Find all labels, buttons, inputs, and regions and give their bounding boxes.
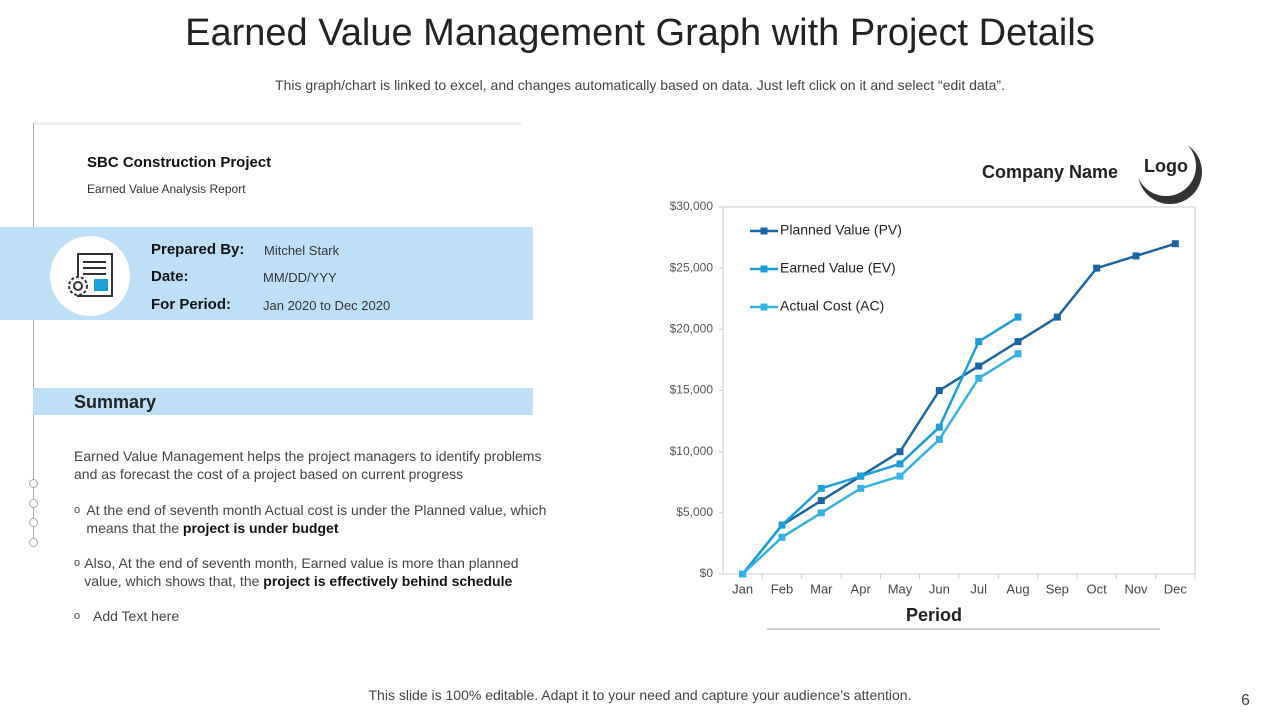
point (739, 570, 747, 578)
detail-value: Mitchel Stark (264, 243, 340, 258)
icon-circle (50, 236, 130, 316)
x-tick-label: Dec (1164, 581, 1188, 596)
point (975, 338, 983, 346)
series-line (741, 352, 1019, 575)
summary-band (33, 388, 533, 415)
y-tick-label: $0 (700, 566, 714, 580)
dot (29, 518, 38, 527)
bullet-text: Also, At the end of seventh month, Earne… (84, 554, 554, 590)
x-tick-label: Mar (810, 581, 833, 596)
bullet-mark: o (74, 504, 81, 516)
dot (29, 479, 38, 488)
point (1171, 240, 1179, 248)
point (857, 472, 865, 480)
page-number: 6 (1241, 692, 1250, 709)
point (896, 448, 904, 456)
report-icon (68, 253, 113, 297)
legend-marker (760, 265, 768, 273)
detail-label: For Period: (151, 296, 232, 313)
series-line (741, 242, 1176, 575)
report-name: Earned Value Analysis Report (87, 182, 246, 196)
bullet-mark: o (74, 610, 81, 622)
bold-text: project is under budget (182, 520, 339, 536)
x-tick-label: Apr (851, 581, 872, 596)
point (1014, 350, 1022, 358)
top-rule (33, 122, 521, 125)
point (778, 533, 786, 541)
summary-heading: Summary (74, 392, 157, 412)
point (817, 497, 825, 505)
point (935, 387, 943, 394)
company-name: Company Name (982, 162, 1119, 182)
point (935, 423, 943, 431)
bold-text: project is effectively behind schedule (263, 573, 513, 589)
detail-label: Prepared By: (151, 241, 245, 258)
text: At the end of seventh month Actual cost … (86, 502, 547, 536)
point (1132, 252, 1140, 260)
point (1014, 313, 1022, 321)
x-tick-label: Jun (929, 581, 950, 596)
bullet: o Also, At the end of seventh month, Ear… (74, 554, 554, 590)
bullet: o Add Text here (74, 607, 554, 625)
point (896, 472, 904, 480)
dot (29, 538, 38, 547)
point (817, 509, 825, 517)
point (896, 460, 904, 468)
point (1053, 313, 1061, 321)
legend-label: Planned Value (PV) (780, 222, 902, 238)
dot (29, 499, 38, 508)
x-tick-label: Jan (732, 581, 753, 596)
x-tick-label: Oct (1087, 581, 1108, 596)
point (975, 374, 983, 382)
legend-marker (760, 227, 768, 235)
y-tick-label: $30,000 (670, 199, 714, 213)
title: Earned Value Management Graph with Proje… (185, 12, 1095, 54)
bullet: o At the end of seventh month Actual cos… (74, 501, 554, 537)
legend-label: Earned Value (EV) (780, 260, 896, 276)
x-axis-label: Period (906, 605, 962, 625)
bullet-text: At the end of seventh month Actual cost … (86, 501, 554, 537)
subtitle: This graph/chart is linked to excel, and… (275, 77, 1005, 93)
point (857, 484, 865, 492)
bullet-mark: o (74, 557, 81, 569)
y-tick-label: $20,000 (670, 322, 714, 336)
x-tick-label: Jul (970, 581, 987, 596)
series-line (741, 316, 1019, 575)
x-tick-label: Aug (1006, 581, 1029, 596)
y-tick-label: $25,000 (670, 260, 714, 274)
logo-inner (1136, 136, 1196, 196)
point (935, 435, 943, 443)
point (975, 362, 983, 370)
point (1093, 264, 1101, 272)
legend-marker (760, 303, 768, 311)
logo-text: Logo (1144, 156, 1188, 176)
detail-value: MM/DD/YYY (263, 270, 337, 285)
y-tick-label: $10,000 (670, 444, 714, 458)
detail-value: Jan 2020 to Dec 2020 (263, 298, 391, 313)
side-rule (33, 123, 34, 543)
y-tick-label: $5,000 (676, 505, 713, 519)
footer: This slide is 100% editable. Adapt it to… (368, 687, 912, 703)
x-tick-label: Sep (1046, 581, 1069, 596)
legend-label: Actual Cost (AC) (780, 298, 884, 314)
detail-label: Date: (151, 268, 189, 285)
y-tick-label: $15,000 (670, 383, 714, 397)
summary-intro: Earned Value Management helps the projec… (74, 448, 542, 482)
point (1014, 338, 1022, 346)
x-tick-label: Nov (1124, 581, 1148, 596)
text: Also, At the end of seventh month, Earne… (84, 555, 519, 589)
point (778, 521, 786, 529)
project-name: SBC Construction Project (87, 154, 272, 171)
point (817, 484, 825, 492)
bullet-text: Add Text here (93, 608, 180, 624)
x-tick-label: Feb (771, 581, 793, 596)
x-tick-label: May (888, 581, 913, 596)
